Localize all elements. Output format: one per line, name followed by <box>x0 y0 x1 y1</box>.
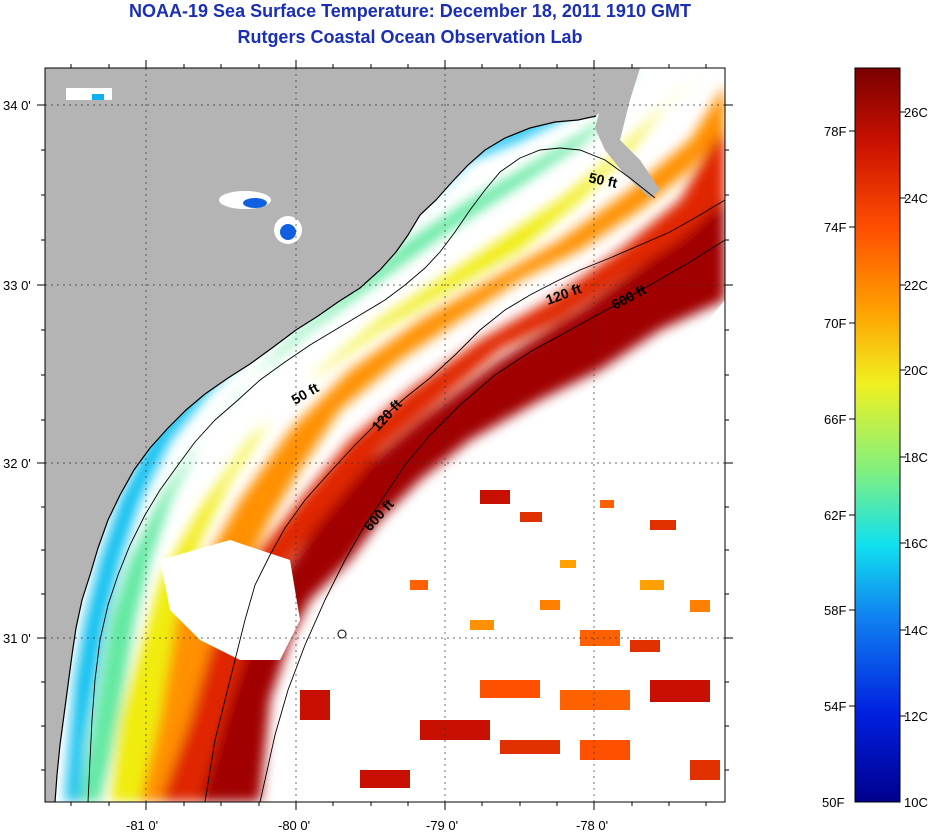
lat-label: 33 0' <box>3 278 31 293</box>
isobath-label: 50 ft <box>587 169 619 191</box>
map-subtitle: Rutgers Coastal Ocean Observation Lab <box>237 27 583 47</box>
colorbar-gradient <box>854 67 901 803</box>
colorbar-c-label: 12C <box>904 709 928 724</box>
colorbar-c-label: 20C <box>904 363 928 378</box>
scattered-sst-pixels <box>300 490 720 788</box>
colorbar-c-label: 16C <box>904 536 928 551</box>
lon-label: -80 0' <box>278 818 310 832</box>
colorbar-f-label: 58F <box>824 603 846 618</box>
cloud-patches <box>160 300 725 802</box>
colorbar-f-label: 66F <box>824 412 846 427</box>
map-frame <box>44 67 726 803</box>
lon-ticks <box>70 60 707 810</box>
lat-label: 34 0' <box>3 98 31 113</box>
colorbar: 78F 74F 70F 66F 62F 58F 54F 50F 26C 24C … <box>822 67 928 810</box>
lat-label: 31 0' <box>3 631 31 646</box>
lat-ticks <box>37 104 733 771</box>
colorbar-c-label: 26C <box>904 105 928 120</box>
colorbar-f-label: 78F <box>824 124 846 139</box>
colorbar-f-label: 70F <box>824 316 846 331</box>
colorbar-f-label: 50F <box>822 795 844 810</box>
colorbar-c-label: 14C <box>904 623 928 638</box>
colorbar-f-label: 54F <box>824 699 846 714</box>
isobath-120ft <box>204 199 725 802</box>
inland-lakes <box>66 88 302 244</box>
coastline <box>54 115 597 802</box>
colorbar-f-label: 62F <box>824 508 846 523</box>
lon-label: -79 0' <box>426 818 458 832</box>
map-canvas: 50 ft 120 ft 600 ft 50 ft 120 ft 600 ft <box>45 68 725 802</box>
map-title: NOAA-19 Sea Surface Temperature: Decembe… <box>129 1 691 21</box>
lat-label: 32 0' <box>3 456 31 471</box>
colorbar-c-label: 18C <box>904 450 928 465</box>
land-mass-ne <box>595 68 660 198</box>
lon-label: -81 0' <box>126 818 158 832</box>
graticule <box>45 68 725 802</box>
isobath-600ft <box>259 239 725 802</box>
colorbar-c-label: 24C <box>904 191 928 206</box>
sst-field <box>65 70 725 802</box>
isobath-50ft <box>87 147 656 802</box>
lon-label: -78 0' <box>576 818 608 832</box>
land-mass <box>45 68 640 802</box>
colorbar-f-label: 74F <box>824 220 846 235</box>
buoy-marker <box>337 629 347 639</box>
colorbar-c-label: 10C <box>904 795 928 810</box>
colorbar-c-label: 22C <box>904 278 928 293</box>
